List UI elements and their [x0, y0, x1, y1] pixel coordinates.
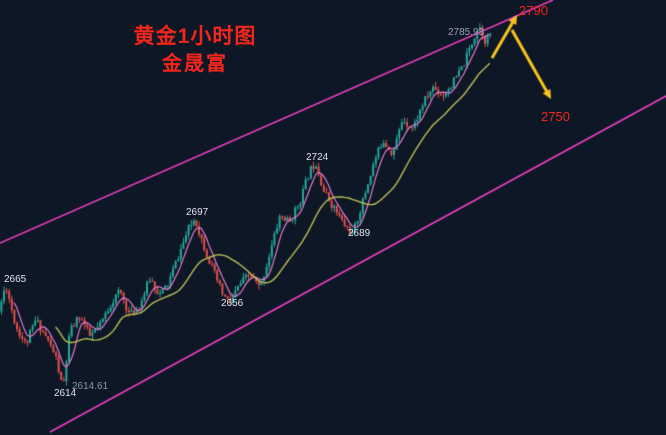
price-label-2689: 2689: [348, 228, 371, 239]
price-label-2724: 2724: [306, 152, 329, 163]
price-label-2697: 2697: [186, 207, 209, 218]
price-label-2785.93: 2785.93: [448, 27, 485, 38]
price-label-2614.61: 2614.61: [72, 381, 109, 392]
price-label-2790: 2790: [519, 3, 548, 18]
price-label-2656: 2656: [221, 298, 244, 309]
price-label-2750: 2750: [541, 109, 570, 124]
price-label-2665: 2665: [4, 274, 27, 285]
price-label-2614: 2614: [54, 388, 77, 399]
